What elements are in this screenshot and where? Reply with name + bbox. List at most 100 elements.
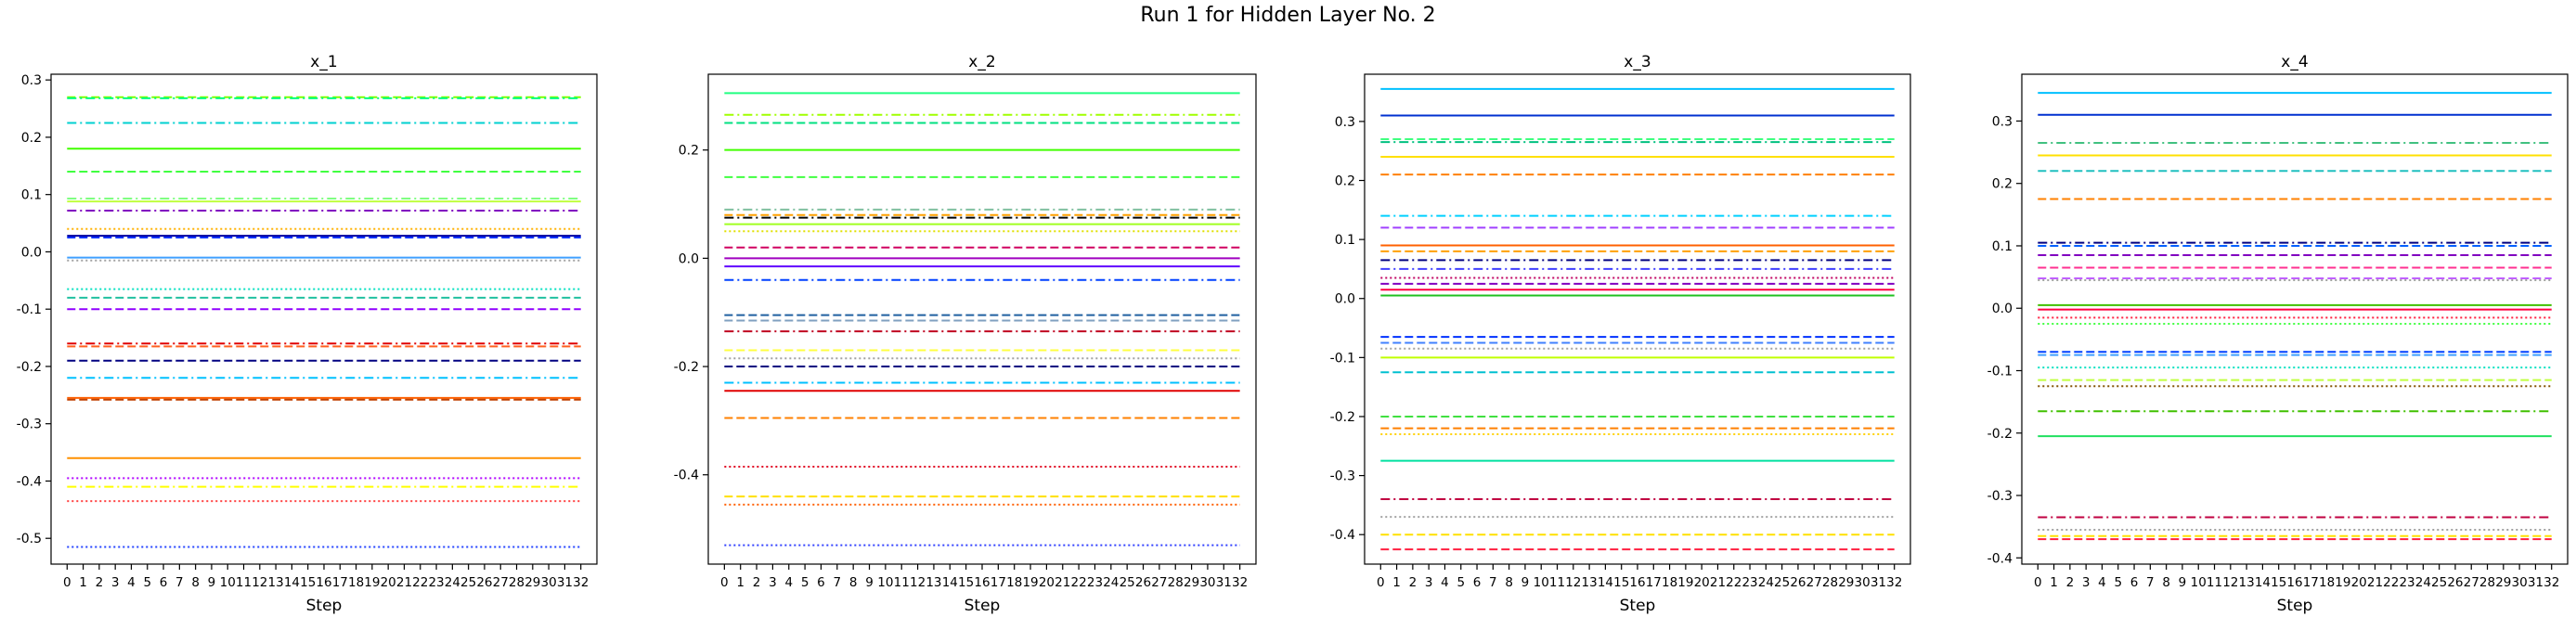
- x-tick-label: 0: [2034, 575, 2042, 590]
- plot-frame: [1364, 73, 1911, 565]
- x-tick-label: 24: [445, 575, 460, 590]
- x-tick-label: 2: [96, 575, 104, 590]
- x-tick-label: 11: [894, 575, 910, 590]
- x-tick-label: 9: [1521, 575, 1530, 590]
- x-tick-label: 11: [1549, 575, 1565, 590]
- y-tick-label: -0.3: [1987, 489, 2013, 504]
- x-tick-label: 31: [1216, 575, 1232, 590]
- x-tick-label: 0: [720, 575, 729, 590]
- x-tick-label: 29: [1184, 575, 1199, 590]
- x-tick-label: 19: [1677, 575, 1693, 590]
- x-tick-label: 6: [817, 575, 825, 590]
- y-tick-label: 0.2: [1992, 177, 2013, 192]
- x-tick-label: 10: [1534, 575, 1549, 590]
- x-tick-label: 32: [2544, 575, 2559, 590]
- x-tick-label: 10: [220, 575, 236, 590]
- x-tick-label: 15: [958, 575, 974, 590]
- plot-frame: [2021, 73, 2569, 565]
- x-tick-label: 18: [348, 575, 364, 590]
- x-tick-label: 31: [1871, 575, 1886, 590]
- x-tick-label: 5: [1456, 575, 1465, 590]
- x-tick-label: 3: [1425, 575, 1433, 590]
- x-tick-label: 26: [2447, 575, 2463, 590]
- x-tick-label: 23: [2399, 575, 2414, 590]
- x-tick-label: 20: [1694, 575, 1710, 590]
- x-tick-label: 5: [801, 575, 809, 590]
- x-tick-label: 17: [990, 575, 1006, 590]
- y-tick-label: 0.3: [1335, 115, 1355, 130]
- x-tick-label: 28: [509, 575, 524, 590]
- x-tick-label: 16: [974, 575, 990, 590]
- x-tick-label: 18: [1006, 575, 1022, 590]
- y-tick-label: 0.2: [21, 131, 42, 146]
- x-tick-label: 14: [284, 575, 300, 590]
- x-tick-label: 15: [300, 575, 316, 590]
- x-tick-label: 4: [784, 575, 793, 590]
- x-tick-label: 23: [1741, 575, 1757, 590]
- x-tick-label: 14: [1598, 575, 1613, 590]
- x-tick-label: 23: [428, 575, 444, 590]
- x-tick-label: 21: [2367, 575, 2383, 590]
- y-tick-label: 0.0: [1992, 302, 2013, 316]
- x-tick-label: 25: [2431, 575, 2447, 590]
- x-tick-label: 31: [557, 575, 573, 590]
- x-tick-label: 24: [1758, 575, 1774, 590]
- x-tick-label: 17: [332, 575, 348, 590]
- y-tick-label: 0.0: [1335, 292, 1355, 307]
- x-tick-label: 2: [753, 575, 761, 590]
- x-tick-label: 8: [2162, 575, 2170, 590]
- panel-title: x_4: [2281, 53, 2308, 71]
- y-tick-label: -0.2: [17, 360, 42, 375]
- x-tick-label: 32: [1886, 575, 1902, 590]
- x-tick-label: 25: [1120, 575, 1135, 590]
- x-tick-label: 6: [2130, 575, 2139, 590]
- x-tick-label: 17: [1646, 575, 1662, 590]
- x-tick-label: 30: [541, 575, 557, 590]
- x-tick-label: 2: [2066, 575, 2075, 590]
- y-tick-label: 0.2: [679, 144, 699, 159]
- y-tick-label: -0.3: [17, 418, 42, 432]
- panel-title: x_1: [310, 53, 337, 71]
- x-tick-label: 13: [2239, 575, 2255, 590]
- x-tick-label: 22: [1071, 575, 1087, 590]
- x-tick-label: 32: [573, 575, 589, 590]
- x-tick-label: 8: [191, 575, 200, 590]
- x-tick-label: 0: [63, 575, 71, 590]
- x-tick-label: 12: [252, 575, 267, 590]
- x-tick-label: 29: [2495, 575, 2511, 590]
- x-tick-label: 10: [2191, 575, 2207, 590]
- x-tick-label: 6: [1473, 575, 1482, 590]
- y-tick-label: -0.3: [1330, 469, 1355, 484]
- y-tick-label: 0.0: [679, 251, 699, 266]
- plot-frame: [707, 73, 1257, 565]
- x-tick-label: 18: [1662, 575, 1677, 590]
- x-tick-label: 21: [1710, 575, 1726, 590]
- x-tick-label: 22: [2383, 575, 2399, 590]
- y-tick-label: -0.2: [1330, 410, 1355, 425]
- y-tick-label: -0.2: [674, 360, 699, 375]
- y-tick-label: 0.2: [1335, 174, 1355, 189]
- x-tick-label: 9: [2179, 575, 2187, 590]
- x-tick-label: 22: [412, 575, 428, 590]
- x-tick-label: 16: [316, 575, 331, 590]
- x-tick-label: 0: [1377, 575, 1385, 590]
- x-tick-label: 15: [1613, 575, 1629, 590]
- y-tick-label: 0.1: [1992, 239, 2013, 254]
- x-tick-label: 22: [1726, 575, 1741, 590]
- y-tick-label: 0.3: [21, 73, 42, 88]
- x-tick-label: 29: [1838, 575, 1854, 590]
- y-tick-label: -0.1: [1987, 364, 2013, 379]
- x-tick-label: 20: [381, 575, 396, 590]
- x-tick-label: 8: [849, 575, 858, 590]
- chart-panel-1: -0.5-0.4-0.3-0.2-0.10.00.10.20.30 1 2 3 4 5 6 7…: [17, 53, 598, 615]
- x-tick-label: 18: [2319, 575, 2335, 590]
- x-tick-label: 4: [1441, 575, 1449, 590]
- x-tick-label: 23: [1087, 575, 1103, 590]
- x-tick-label: 26: [1790, 575, 1806, 590]
- y-tick-label: -0.1: [1330, 351, 1355, 366]
- y-tick-label: -0.5: [17, 532, 42, 546]
- x-tick-label: 19: [2335, 575, 2350, 590]
- x-tick-label: 14: [2255, 575, 2271, 590]
- chart-panel-3: -0.4-0.3-0.2-0.10.00.10.20.30 1 2 3 4 5 6 7 8 9 10…: [1330, 53, 1911, 615]
- y-tick-label: -0.4: [674, 469, 699, 483]
